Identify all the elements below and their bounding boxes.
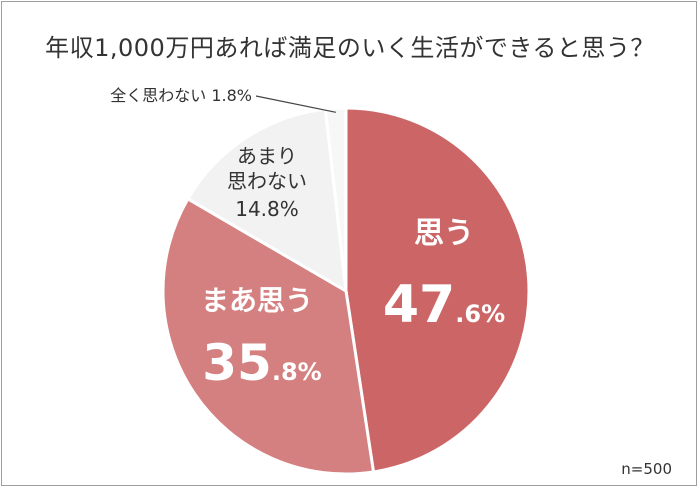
slice-label-maa-omou: まあ思う xyxy=(201,284,313,317)
slice-value-omou: 47.6% xyxy=(383,275,505,335)
slice-value-amari: 14.8% xyxy=(235,197,299,221)
pie-slice-0 xyxy=(344,106,531,474)
chart-title: 年収1,000万円あれば満足のいく生活ができると思う？ xyxy=(45,34,655,62)
slice-value-maa-omou: 35.8% xyxy=(202,334,321,392)
sample-size-label: n=500 xyxy=(621,460,672,478)
slice-label-amari-line2: 思わない xyxy=(227,169,307,193)
pie-slice-3 xyxy=(323,106,348,292)
pie-slice-2 xyxy=(185,107,348,294)
pie-slice-1 xyxy=(161,196,376,476)
slice-label-mattaku: 全く思わない 1.8% xyxy=(110,86,252,105)
slice-label-omou: 思う xyxy=(414,216,474,251)
leader-line xyxy=(255,95,337,113)
slice-label-amari-line1: あまり xyxy=(237,144,297,168)
